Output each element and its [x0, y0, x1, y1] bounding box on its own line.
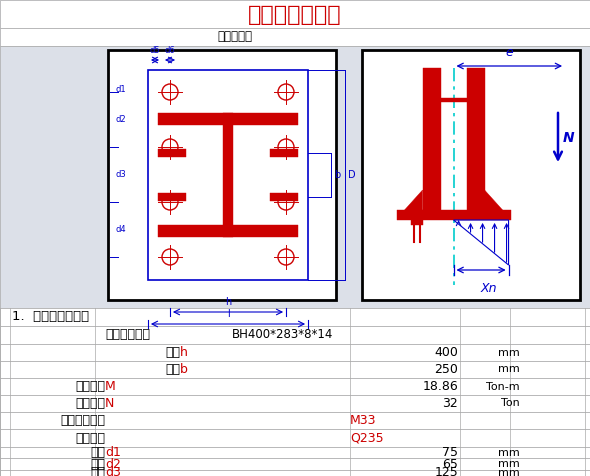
Text: 柱底板计算程式: 柱底板计算程式 — [248, 5, 342, 25]
Text: 输入: 输入 — [90, 446, 105, 459]
Bar — [396, 210, 510, 220]
Bar — [422, 68, 441, 210]
Bar — [0, 344, 590, 361]
Bar — [158, 193, 186, 201]
Text: d2: d2 — [116, 115, 127, 124]
Bar — [108, 50, 336, 300]
Bar — [158, 113, 298, 125]
Text: 输入: 输入 — [90, 466, 105, 476]
Text: mm: mm — [498, 347, 520, 357]
Bar — [0, 458, 590, 470]
Text: 250: 250 — [434, 363, 458, 376]
Text: b: b — [334, 170, 340, 180]
Text: e: e — [506, 46, 513, 59]
Bar — [0, 378, 590, 395]
Text: 柱宽: 柱宽 — [165, 363, 180, 376]
Text: D: D — [348, 170, 356, 180]
Text: 1.  输入已知条件：: 1. 输入已知条件： — [12, 310, 89, 324]
Text: d3: d3 — [116, 170, 127, 179]
Bar — [362, 50, 580, 300]
Text: d1: d1 — [116, 85, 127, 93]
Bar — [0, 429, 590, 447]
Text: b: b — [180, 363, 188, 376]
Text: h: h — [225, 297, 231, 307]
Text: 输入轴力: 输入轴力 — [75, 397, 105, 410]
Text: d3: d3 — [105, 466, 121, 476]
Bar — [467, 68, 484, 210]
Text: 75: 75 — [442, 446, 458, 459]
Text: 锚栓材料: 锚栓材料 — [75, 432, 105, 445]
Text: d6: d6 — [165, 46, 175, 55]
Bar — [0, 326, 590, 344]
Text: mm: mm — [498, 459, 520, 469]
Text: 输入柱脚尺寸: 输入柱脚尺寸 — [105, 328, 150, 341]
Bar — [0, 395, 590, 412]
Bar — [441, 98, 467, 102]
Bar — [158, 225, 298, 237]
Text: 125: 125 — [434, 466, 458, 476]
Text: mm: mm — [498, 468, 520, 476]
Bar — [0, 28, 590, 46]
Bar — [0, 447, 590, 458]
Text: 输入: 输入 — [90, 457, 105, 470]
Text: 18.86: 18.86 — [422, 380, 458, 393]
Text: 65: 65 — [442, 457, 458, 470]
Polygon shape — [405, 190, 422, 210]
Bar — [0, 308, 590, 326]
Bar — [411, 220, 422, 225]
Text: d2: d2 — [105, 457, 121, 470]
Bar — [0, 361, 590, 378]
Text: mm: mm — [498, 365, 520, 375]
Bar — [0, 412, 590, 429]
Text: mm: mm — [498, 447, 520, 457]
Text: d4: d4 — [116, 225, 127, 234]
Text: 工程名称：: 工程名称： — [218, 30, 253, 43]
Text: h: h — [180, 346, 188, 359]
Text: N: N — [105, 397, 114, 410]
Text: 输入弯矩: 输入弯矩 — [75, 380, 105, 393]
Bar — [148, 70, 308, 280]
Bar — [0, 0, 590, 28]
Bar — [0, 46, 590, 308]
Text: 估计锚栓大小: 估计锚栓大小 — [60, 414, 105, 427]
Bar — [270, 193, 298, 201]
Text: Ton-m: Ton-m — [486, 381, 520, 391]
Text: Q235: Q235 — [350, 432, 384, 445]
Bar — [270, 149, 298, 157]
Text: 柱高: 柱高 — [165, 346, 180, 359]
Bar — [158, 149, 186, 157]
Text: M: M — [105, 380, 116, 393]
Bar — [223, 113, 233, 237]
Text: 400: 400 — [434, 346, 458, 359]
Polygon shape — [484, 190, 503, 210]
Text: BH400*283*8*14: BH400*283*8*14 — [232, 328, 333, 341]
Text: Ton: Ton — [502, 398, 520, 408]
Text: 32: 32 — [442, 397, 458, 410]
Text: N: N — [563, 131, 575, 145]
Text: d1: d1 — [105, 446, 121, 459]
Bar — [0, 470, 590, 476]
Text: l: l — [227, 309, 230, 319]
Text: d5: d5 — [150, 46, 160, 55]
Text: Xn: Xn — [481, 282, 497, 295]
Text: M33: M33 — [350, 414, 376, 427]
